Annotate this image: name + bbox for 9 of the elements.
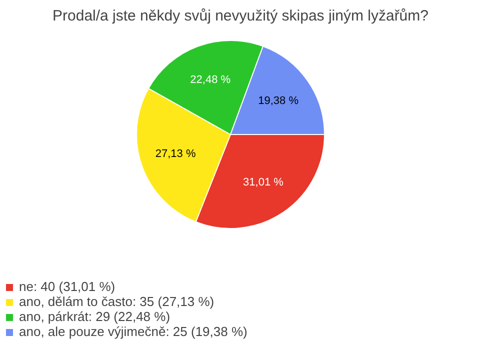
data-label: 27,13 %: [155, 148, 196, 160]
legend-label: ne: 40 (31,01 %): [19, 279, 116, 294]
data-label: 22,48 %: [190, 74, 231, 86]
legend-label: ano, ale pouze výjimečně: 25 (19,38 %): [19, 324, 248, 339]
legend-label: ano, dělám to často: 35 (27,13 %): [19, 294, 214, 309]
legend-label: ano, párkrát: 29 (22,48 %): [19, 309, 170, 324]
data-label: 19,38 %: [258, 95, 299, 108]
data-label: 31,01 %: [243, 176, 284, 189]
chart-title: Prodal/a jste někdy svůj nevyužitý skipas jiným lyžařům?: [52, 8, 428, 24]
